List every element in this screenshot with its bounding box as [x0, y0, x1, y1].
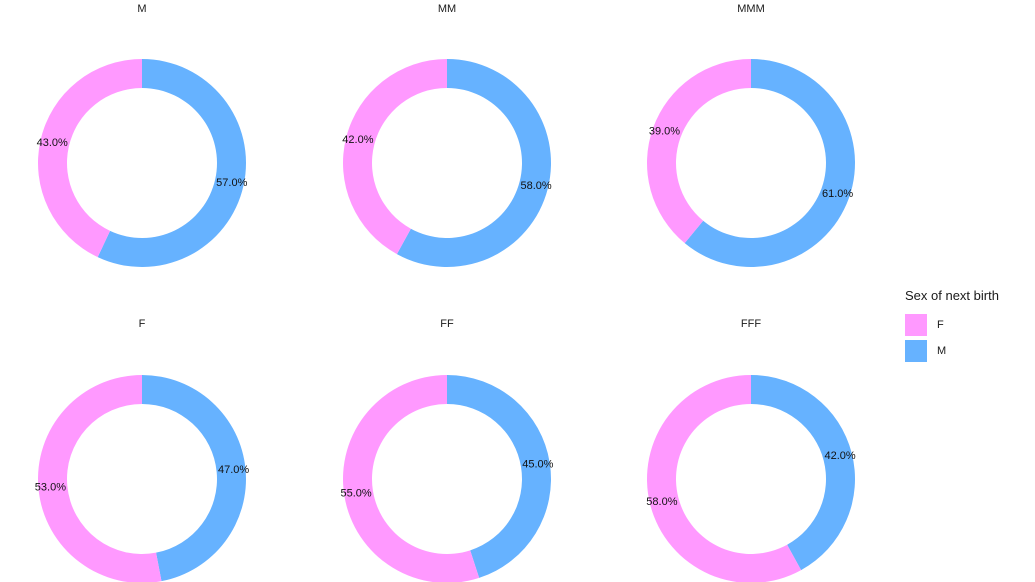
panel-title-mmm: MMM: [737, 3, 765, 15]
slice-m-m: [97, 59, 246, 267]
legend-label-m: M: [937, 345, 947, 357]
data-label-mm-m: 58.0%: [521, 180, 552, 192]
panel-title-mm: MM: [437, 3, 457, 15]
slice-f-m: [142, 375, 247, 582]
data-label-mm-f: 42.0%: [342, 134, 373, 146]
slice-fff-m: [751, 375, 855, 571]
data-label-m-m: 57.0%: [216, 177, 247, 189]
data-label-m-f: 43.0%: [37, 137, 68, 149]
slice-mmm-f: [647, 59, 751, 244]
legend-swatch-f: [905, 314, 927, 336]
data-label-f-f: 53.0%: [35, 482, 66, 494]
data-label-ff-m: 45.0%: [522, 459, 553, 471]
panel-title-f: F: [138, 318, 146, 330]
panel-title-m: M: [137, 3, 147, 15]
slice-mmm-m: [684, 59, 856, 267]
slice-m-f: [38, 59, 143, 258]
legend-label-f: F: [937, 319, 944, 331]
slice-ff-m: [447, 375, 551, 578]
legend-item-m: M: [905, 339, 999, 363]
legend-swatch-m: [905, 340, 927, 362]
panel-title-ff: FF: [440, 318, 454, 330]
legend: Sex of next birth F M: [905, 288, 999, 365]
data-label-f-m: 47.0%: [218, 464, 249, 476]
legend-title: Sex of next birth: [905, 288, 999, 303]
slice-mm-m: [396, 59, 551, 267]
legend-item-f: F: [905, 313, 999, 337]
data-label-mmm-m: 61.0%: [822, 188, 853, 200]
data-label-ff-f: 55.0%: [341, 487, 372, 499]
data-label-mmm-f: 39.0%: [649, 126, 680, 138]
panel-title-fff: FFF: [740, 318, 762, 330]
slice-ff-f: [343, 375, 480, 582]
data-label-fff-f: 58.0%: [646, 496, 677, 508]
data-label-fff-m: 42.0%: [825, 450, 856, 462]
slice-f-f: [38, 375, 162, 582]
slice-fff-f: [647, 375, 802, 582]
slice-mm-f: [343, 59, 447, 255]
